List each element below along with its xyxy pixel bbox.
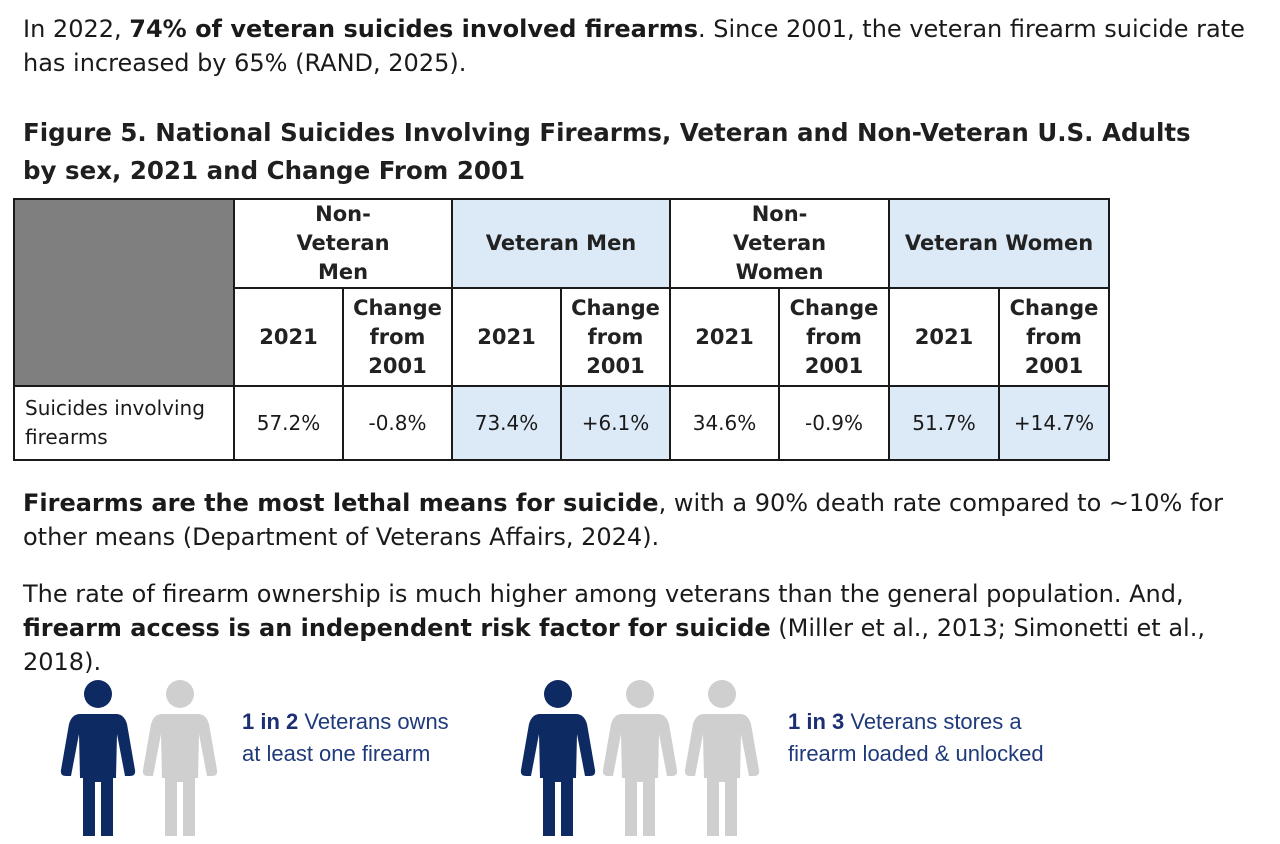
value-cell: 51.7% — [888, 385, 1001, 461]
subheader-change: Change from 2001 — [998, 287, 1111, 387]
subheader-year: 2021 — [451, 287, 562, 387]
intro-bold: 74% of veteran suicides involved firearm… — [129, 15, 698, 43]
lethality-paragraph: Firearms are the most lethal means for s… — [23, 486, 1263, 554]
ownership-stat-caption: 1 in 2 Veterans owns at least one firear… — [242, 706, 449, 770]
group-header-veteran-women: Veteran Women — [888, 198, 1111, 289]
group-header-non-veteran-women: Non-Veteran Women — [669, 198, 891, 289]
intro-rest: . Since 2001, the veteran firearm suicid… — [23, 15, 1245, 77]
subheader-year: 2021 — [233, 287, 344, 387]
subheader-year: 2021 — [888, 287, 1001, 387]
value-cell: 57.2% — [233, 385, 344, 461]
storage-stat-ratio: 1 in 3 — [788, 709, 845, 734]
ownership-lead: The rate of firearm ownership is much hi… — [23, 580, 1184, 608]
value-cell: 73.4% — [451, 385, 562, 461]
row-label: Suicides involving firearms — [13, 385, 235, 461]
ownership-paragraph: The rate of firearm ownership is much hi… — [23, 577, 1273, 679]
value-cell: +14.7% — [998, 385, 1111, 461]
subheader-year: 2021 — [669, 287, 781, 387]
figure-title-line1: Figure 5. National Suicides Involving Fi… — [23, 118, 1191, 147]
lethality-rest: , with a 90% death rate compared to ~10%… — [23, 489, 1223, 551]
value-cell: -0.9% — [778, 385, 891, 461]
figure-title: Figure 5. National Suicides Involving Fi… — [23, 114, 1191, 190]
lethality-bold: Firearms are the most lethal means for s… — [23, 489, 659, 517]
intro-lead: In 2022, — [23, 15, 130, 43]
storage-stat-text1: Veterans stores a — [844, 709, 1022, 734]
ownership-bold: firearm access is an independent risk fa… — [23, 614, 771, 642]
storage-stat-text2: firearm loaded & unlocked — [788, 741, 1044, 766]
subheader-change: Change from 2001 — [342, 287, 453, 387]
figure-title-line2: by sex, 2021 and Change From 2001 — [23, 156, 526, 185]
table-corner-cell — [13, 198, 235, 387]
ownership-stat-ratio: 1 in 2 — [242, 709, 299, 734]
subheader-change: Change from 2001 — [778, 287, 891, 387]
group-header-veteran-men: Veteran Men — [450, 198, 672, 289]
group-header-non-veteran-men: Non-Veteran Men — [233, 198, 453, 289]
firearm-suicide-table: Non-Veteran Men Veteran Men Non-Veteran … — [13, 198, 1111, 461]
intro-paragraph: In 2022, 74% of veteran suicides involve… — [23, 12, 1253, 80]
value-cell: -0.8% — [342, 385, 453, 461]
person-icon — [520, 680, 596, 836]
ownership-stat-text1: Veterans owns — [298, 709, 449, 734]
value-cell: 34.6% — [669, 385, 781, 461]
storage-people-icons — [518, 678, 764, 838]
person-icon — [142, 680, 218, 836]
ownership-people-icons — [58, 678, 222, 838]
storage-stat-caption: 1 in 3 Veterans stores a firearm loaded … — [788, 706, 1044, 770]
ownership-stat-text2: at least one firearm — [242, 741, 431, 766]
person-icon — [602, 680, 678, 836]
ownership-rest: (Miller et al., 2013; Simonetti et al., … — [23, 614, 1205, 676]
person-icon — [684, 680, 760, 836]
person-icon — [60, 680, 136, 836]
subheader-change: Change from 2001 — [559, 287, 672, 387]
value-cell: +6.1% — [559, 385, 672, 461]
